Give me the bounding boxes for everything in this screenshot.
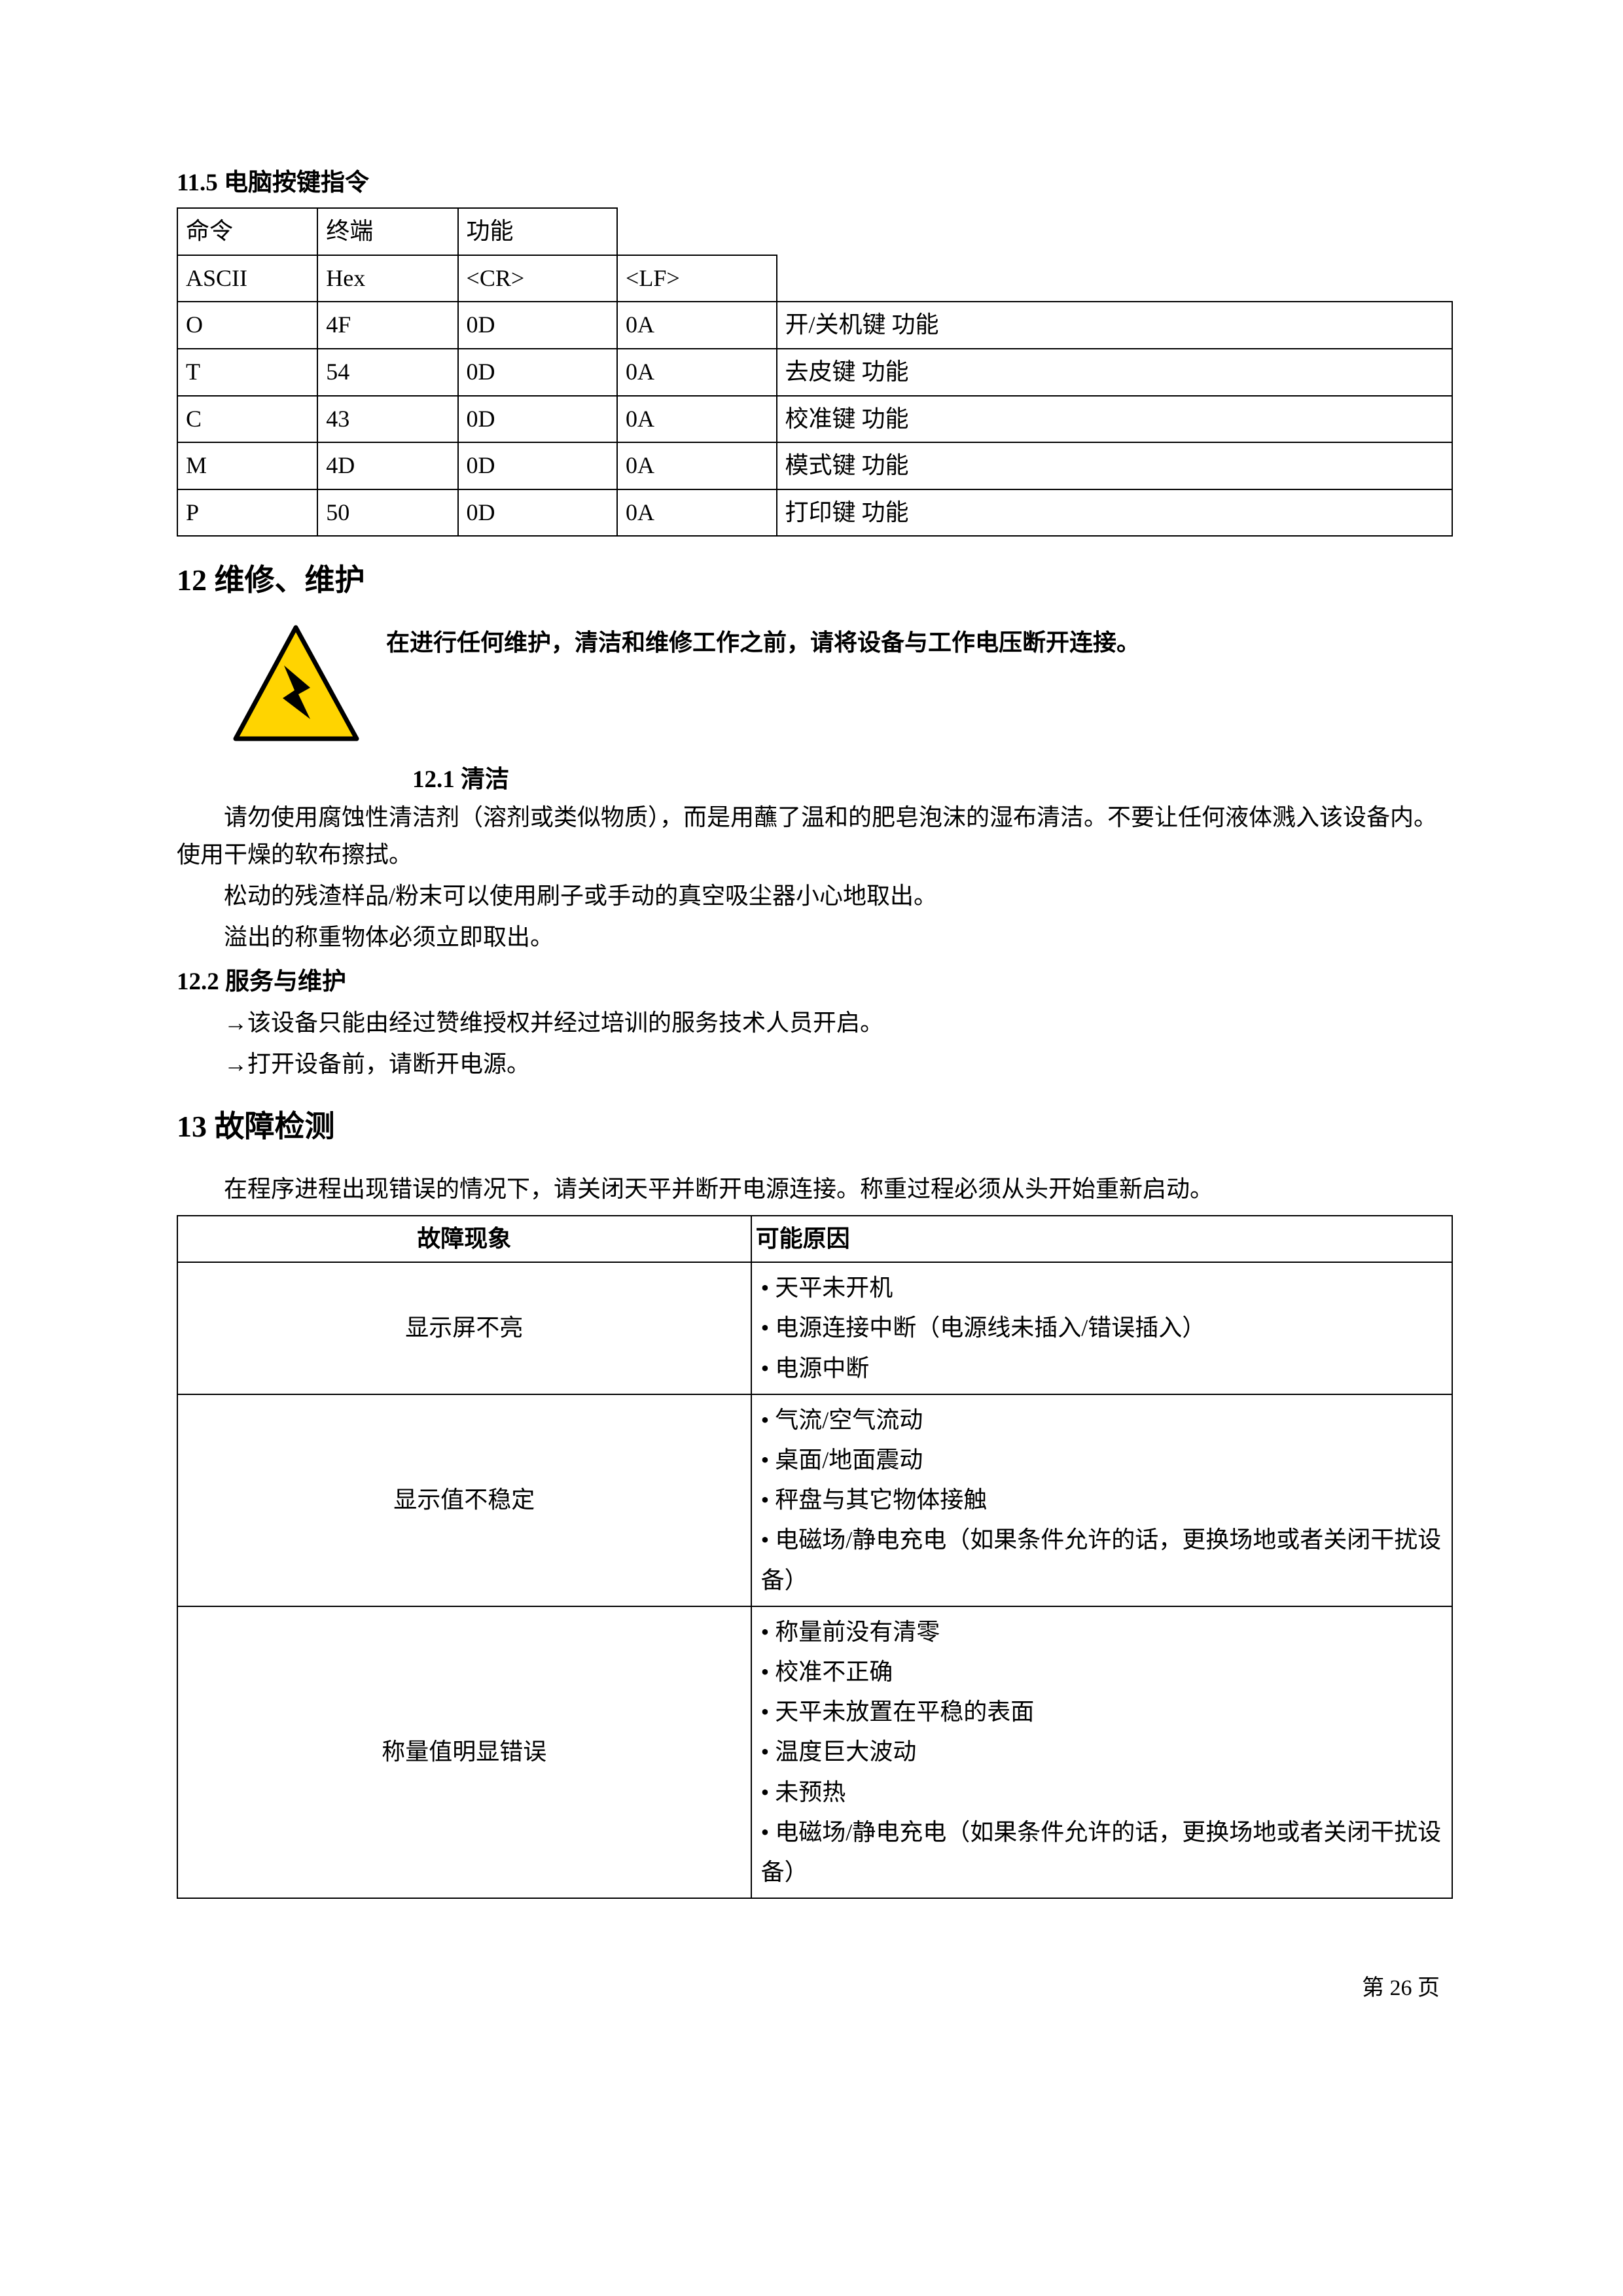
table-row: P 50 0D 0A 打印键 功能 [177, 489, 1452, 537]
table-cell: 打印键 功能 [777, 489, 1452, 537]
table-cell: ASCII [177, 255, 317, 302]
fault-causes: • 气流/空气流动 • 桌面/地面震动 • 秤盘与其它物体接触 • 电磁场/静电… [751, 1394, 1452, 1606]
table-cell: M [177, 442, 317, 489]
fault-table: 故障现象 可能原因 显示屏不亮 • 天平未开机 • 电源连接中断（电源线未插入/… [177, 1215, 1453, 1899]
footer-prefix: 第 [1362, 1976, 1390, 2000]
table-row: 称量值明显错误 • 称量前没有清零 • 校准不正确 • 天平未放置在平稳的表面 … [177, 1606, 1452, 1898]
table-cell: 0D [458, 349, 618, 396]
table-cell: 0A [617, 442, 777, 489]
table-cell: <LF> [617, 255, 777, 302]
table-row: 命令 终端 功能 [177, 208, 1452, 255]
table-header: 终端 [317, 208, 457, 255]
table-cell: 0D [458, 489, 618, 537]
heading-13: 13 故障检测 [177, 1103, 1453, 1151]
warning-text: 在进行任何维护，清洁和维修工作之前，请将设备与工作电压断开连接。 [347, 624, 1453, 662]
heading-12-1: 12.1 清洁 [412, 760, 1453, 799]
table-cell: Hex [317, 255, 457, 302]
table-cell: 0A [617, 489, 777, 537]
table-cell: 校准键 功能 [777, 396, 1452, 443]
table-cell: 模式键 功能 [777, 442, 1452, 489]
table-row: M 4D 0D 0A 模式键 功能 [177, 442, 1452, 489]
table-cell: <CR> [458, 255, 618, 302]
table-cell: 4D [317, 442, 457, 489]
body-paragraph: 请勿使用腐蚀性清洁剂（溶剂或类似物质），而是用蘸了温和的肥皂泡沫的湿布清洁。不要… [177, 799, 1453, 874]
text: 请勿使用腐蚀性清洁剂（溶剂或类似物质），而是用蘸了温和的肥皂泡沫的湿布清洁。不要… [177, 804, 1437, 868]
table-cell: 0D [458, 396, 618, 443]
arrow-item: →打开设备前，请断开电源。 [177, 1046, 1453, 1084]
table-cell: 4F [317, 302, 457, 349]
fault-phenomenon: 显示屏不亮 [177, 1262, 751, 1394]
table-cell: T [177, 349, 317, 396]
page-number: 26 [1390, 1976, 1412, 2000]
body-paragraph: 松动的残渣样品/粉末可以使用刷子或手动的真空吸尘器小心地取出。 [177, 877, 1453, 915]
page-footer: 第 26 页 [177, 1971, 1453, 2006]
table-header: 可能原因 [751, 1216, 1452, 1263]
table-cell: 50 [317, 489, 457, 537]
table-row: C 43 0D 0A 校准键 功能 [177, 396, 1452, 443]
body-paragraph: 在程序进程出现错误的情况下，请关闭天平并断开电源连接。称重过程必须从头开始重新启… [177, 1171, 1453, 1209]
heading-12: 12 维修、维护 [177, 556, 1453, 605]
fault-phenomenon: 显示值不稳定 [177, 1394, 751, 1606]
table-cell: 0A [617, 302, 777, 349]
table-cell: 0A [617, 349, 777, 396]
table-cell: 0D [458, 302, 618, 349]
table-cell: P [177, 489, 317, 537]
table-cell: 43 [317, 396, 457, 443]
heading-12-2: 12.2 服务与维护 [177, 963, 1453, 1001]
table-header: 故障现象 [177, 1216, 751, 1263]
table-cell: 54 [317, 349, 457, 396]
heading-11-5: 11.5 电脑按键指令 [177, 164, 1453, 202]
table-cell: 开/关机键 功能 [777, 302, 1452, 349]
command-table: 命令 终端 功能 ASCII Hex <CR> <LF> O 4F 0D 0A … [177, 207, 1453, 537]
table-cell: 去皮键 功能 [777, 349, 1452, 396]
table-row: ASCII Hex <CR> <LF> [177, 255, 1452, 302]
table-row: T 54 0D 0A 去皮键 功能 [177, 349, 1452, 396]
footer-suffix: 页 [1412, 1976, 1440, 2000]
warning-triangle-icon [177, 624, 347, 754]
body-paragraph: 溢出的称重物体必须立即取出。 [177, 919, 1453, 957]
fault-phenomenon: 称量值明显错误 [177, 1606, 751, 1898]
table-cell: 0D [458, 442, 618, 489]
table-cell: 0A [617, 396, 777, 443]
table-header: 命令 [177, 208, 317, 255]
table-row: 故障现象 可能原因 [177, 1216, 1452, 1263]
fault-causes: • 天平未开机 • 电源连接中断（电源线未插入/错误插入） • 电源中断 [751, 1262, 1452, 1394]
table-row: O 4F 0D 0A 开/关机键 功能 [177, 302, 1452, 349]
fault-causes: • 称量前没有清零 • 校准不正确 • 天平未放置在平稳的表面 • 温度巨大波动… [751, 1606, 1452, 1898]
table-header: 功能 [458, 208, 618, 255]
arrow-item: →该设备只能由经过赞维授权并经过培训的服务技术人员开启。 [177, 1004, 1453, 1042]
table-cell: O [177, 302, 317, 349]
table-row: 显示值不稳定 • 气流/空气流动 • 桌面/地面震动 • 秤盘与其它物体接触 •… [177, 1394, 1452, 1606]
table-row: 显示屏不亮 • 天平未开机 • 电源连接中断（电源线未插入/错误插入） • 电源… [177, 1262, 1452, 1394]
table-cell: C [177, 396, 317, 443]
warning-block: 在进行任何维护，清洁和维修工作之前，请将设备与工作电压断开连接。 [177, 624, 1453, 754]
